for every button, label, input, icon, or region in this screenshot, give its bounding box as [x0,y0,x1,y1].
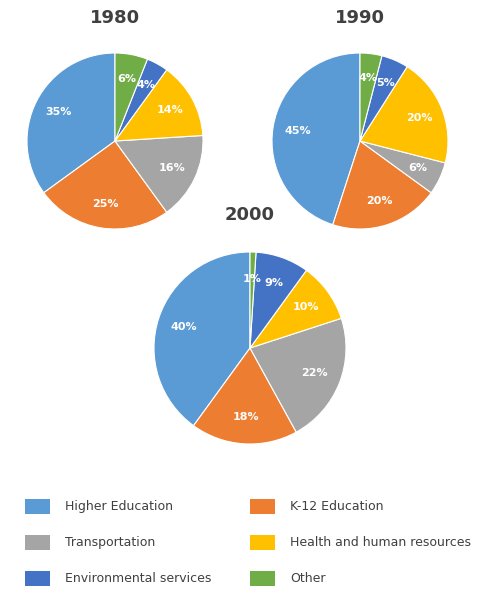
Wedge shape [250,319,346,432]
Text: Health and human resources: Health and human resources [290,536,471,549]
Text: Transportation: Transportation [65,536,155,549]
Bar [250,535,275,550]
Text: Higher Education: Higher Education [65,500,173,513]
Wedge shape [272,53,360,224]
Wedge shape [250,252,256,348]
Wedge shape [360,53,382,141]
Text: 40%: 40% [171,322,198,332]
Text: Environmental services: Environmental services [65,572,212,585]
Wedge shape [333,141,431,229]
Text: 4%: 4% [136,80,155,91]
Text: 5%: 5% [376,78,394,88]
Wedge shape [115,53,148,141]
Title: 2000: 2000 [225,206,275,224]
Bar [25,499,50,514]
Text: 9%: 9% [264,278,283,288]
Text: 25%: 25% [92,199,118,209]
Text: 1%: 1% [242,274,262,284]
Text: 20%: 20% [406,113,432,122]
Wedge shape [115,136,203,212]
Title: 1990: 1990 [335,8,385,26]
Text: 16%: 16% [159,163,186,173]
Wedge shape [115,70,203,141]
Wedge shape [194,348,296,444]
Bar [250,571,275,586]
Text: 35%: 35% [46,107,72,117]
Text: 22%: 22% [301,368,328,379]
Wedge shape [27,53,115,193]
Text: 4%: 4% [358,73,378,83]
Text: 18%: 18% [232,412,259,422]
Bar [250,499,275,514]
Text: Other: Other [290,572,326,585]
Wedge shape [154,252,250,425]
Text: K-12 Education: K-12 Education [290,500,384,513]
Text: 45%: 45% [284,126,310,136]
Wedge shape [44,141,166,229]
Wedge shape [250,252,306,348]
Wedge shape [360,141,445,193]
Wedge shape [360,56,407,141]
Text: 20%: 20% [366,196,393,206]
Wedge shape [115,59,166,141]
Title: 1980: 1980 [90,8,140,26]
Wedge shape [250,271,342,348]
Bar [25,571,50,586]
Text: 14%: 14% [157,106,184,115]
Wedge shape [360,67,448,163]
Text: 6%: 6% [408,163,427,173]
Text: 6%: 6% [118,74,137,84]
Text: 10%: 10% [292,302,319,313]
Bar [25,535,50,550]
